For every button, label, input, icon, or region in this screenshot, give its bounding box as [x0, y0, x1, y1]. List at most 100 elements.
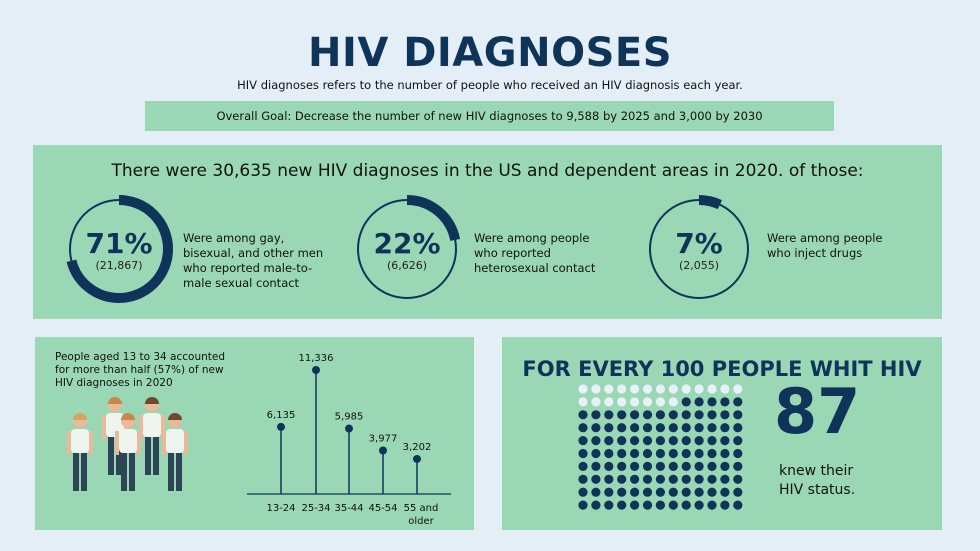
dot-dark: [707, 448, 717, 459]
every-100-heading: FOR EVERY 100 PEOPLE WHIT HIV: [522, 357, 922, 381]
stat-count: (2,055): [678, 259, 720, 272]
person-icon: [115, 413, 141, 491]
dot-dark: [681, 474, 691, 484]
dot-dark: [578, 500, 588, 510]
tick-label: 25-34: [301, 503, 330, 514]
ring-label: 7% (2,055): [643, 229, 755, 273]
stat-description: Were among gay, bisexual, and other men …: [183, 231, 324, 290]
dot-dark: [642, 436, 653, 446]
dot-dark: [720, 474, 730, 484]
age-description: People aged 13 to 34 accounted for more …: [55, 351, 226, 389]
dot-dark: [630, 410, 640, 420]
dot-dark: [617, 410, 627, 420]
headline: There were 30,635 new HIV diagnoses in t…: [111, 161, 864, 181]
ring-fill: [353, 195, 461, 303]
tick-label: 55 and: [404, 503, 439, 514]
dot-dark: [681, 461, 691, 471]
dot-dark: [681, 397, 691, 407]
dot-light: [630, 384, 640, 394]
dot-dark: [617, 500, 627, 510]
data-label: 3,202: [403, 442, 432, 453]
dot-light: [578, 384, 588, 394]
dot-dark: [655, 461, 665, 471]
dot-dark: [630, 487, 640, 497]
dot-dark: [630, 436, 640, 446]
dot-dark: [591, 436, 601, 446]
person-icon: [67, 413, 93, 491]
data-label: 11,336: [299, 353, 334, 364]
subtitle: HIV diagnoses refers to the number of pe…: [237, 78, 743, 92]
person-icon: [162, 413, 188, 491]
dot-dark: [591, 487, 601, 497]
dot-dark: [668, 461, 678, 471]
dot-dark: [630, 423, 640, 433]
lollipop-point: [277, 422, 285, 431]
dot-dark: [733, 397, 743, 407]
dot-dark: [694, 500, 704, 510]
dot-dark: [707, 474, 717, 484]
dot-dark: [655, 487, 665, 497]
dot-dark: [578, 487, 588, 497]
lollipop-point: [345, 424, 353, 433]
dot-dark: [630, 461, 640, 471]
dot-dark: [733, 448, 743, 459]
dot-light: [604, 397, 614, 407]
dot-dark: [642, 487, 653, 497]
progress-ring: [645, 195, 753, 303]
dot-grid: [578, 384, 743, 510]
dot-dark: [733, 474, 743, 484]
age-panel: People aged 13 to 34 accounted for more …: [35, 337, 474, 530]
dot-light: [630, 397, 640, 407]
progress-ring: [353, 195, 461, 303]
goal-banner: Overall Goal: Decrease the number of new…: [145, 101, 834, 131]
dot-dark: [604, 448, 614, 459]
dot-dark: [681, 448, 691, 459]
dot-dark: [604, 474, 614, 484]
dot-dark: [604, 461, 614, 471]
dot-dark: [604, 436, 614, 446]
dot-dark: [591, 461, 601, 471]
stat-description: Were among people who reported heterosex…: [474, 231, 596, 275]
dot-dark: [707, 397, 717, 407]
dot-dark: [681, 500, 691, 510]
dot-dark: [681, 423, 691, 433]
dot-light: [591, 397, 601, 407]
dot-dark: [707, 487, 717, 497]
dot-dark: [617, 461, 627, 471]
dot-dark: [668, 410, 678, 420]
dot-light: [681, 384, 691, 394]
dot-light: [655, 384, 665, 394]
dot-dark: [733, 461, 743, 471]
dot-dark: [694, 436, 704, 446]
dot-dark: [655, 500, 665, 510]
dot-light: [604, 384, 614, 394]
dot-dark: [668, 436, 678, 446]
dot-dark: [604, 500, 614, 510]
ring-fill: [65, 195, 173, 303]
dot-dark: [733, 487, 743, 497]
dot-dark: [694, 474, 704, 484]
dot-dark: [720, 461, 730, 471]
dot-dark: [617, 448, 627, 459]
breakdown-panel: There were 30,635 new HIV diagnoses in t…: [33, 145, 942, 319]
person-icon: [139, 397, 165, 475]
caption-line-1: knew their: [779, 463, 854, 479]
dot-dark: [630, 448, 640, 459]
tick-label: 35-44: [334, 503, 363, 514]
dot-dark: [655, 423, 665, 433]
dot-dark: [642, 461, 653, 471]
dot-dark: [668, 448, 678, 459]
dot-dark: [591, 410, 601, 420]
dot-dark: [681, 487, 691, 497]
dot-dark: [604, 410, 614, 420]
dot-dark: [694, 448, 704, 459]
tick-label: 13-24: [266, 503, 295, 514]
dot-light: [707, 384, 717, 394]
dot-dark: [604, 423, 614, 433]
dot-light: [642, 384, 653, 394]
dot-dark: [720, 500, 730, 510]
dot-dark: [707, 461, 717, 471]
dot-dark: [668, 487, 678, 497]
data-label: 5,985: [335, 412, 364, 423]
dot-dark: [694, 461, 704, 471]
